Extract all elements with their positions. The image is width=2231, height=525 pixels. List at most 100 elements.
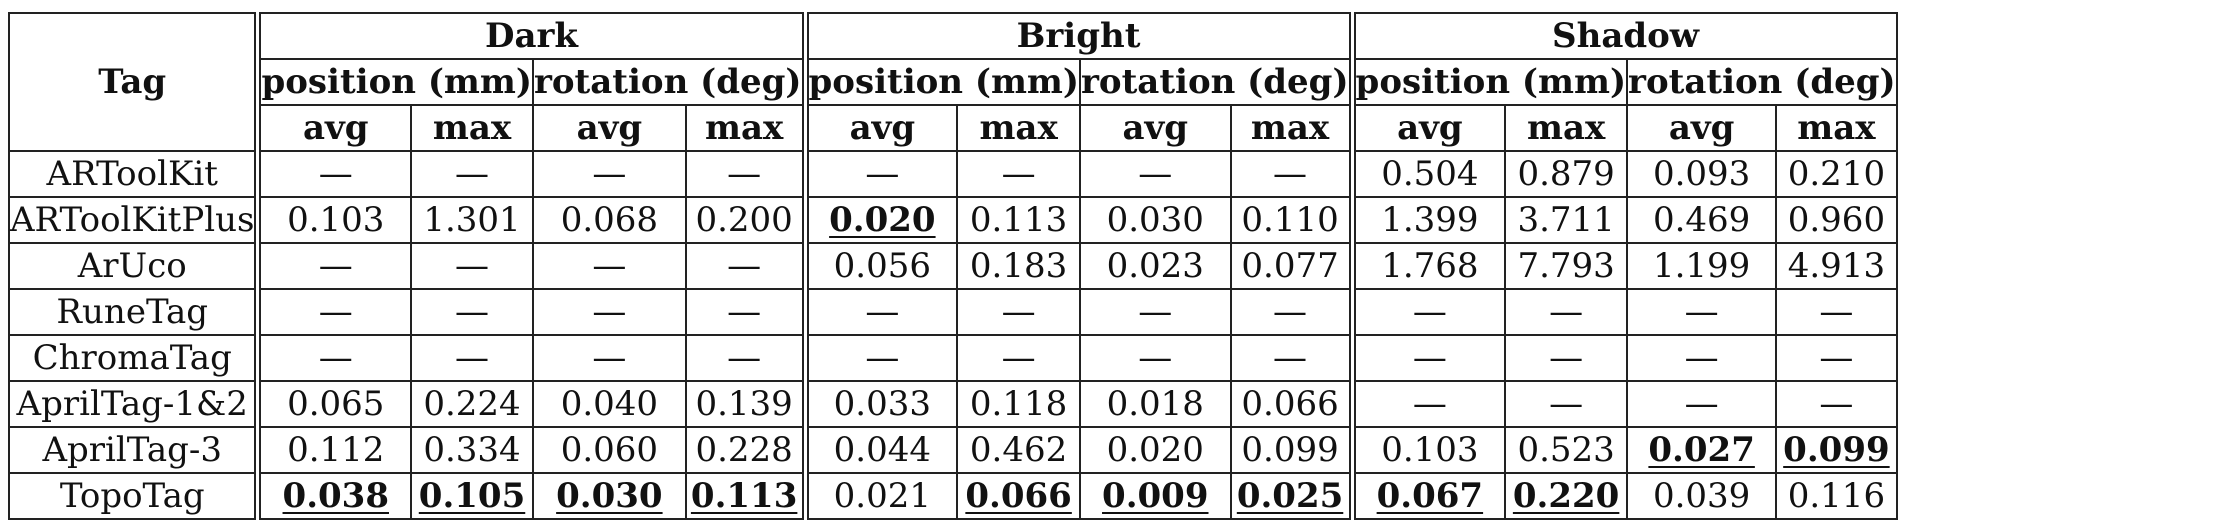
- table-cell: —: [684, 242, 809, 290]
- table-cell: 0.105: [410, 472, 534, 520]
- table-cell: 1.301: [410, 196, 534, 244]
- table-cell: —: [1775, 380, 1898, 428]
- table-cell: 0.220: [1504, 472, 1629, 520]
- table-cell: —: [531, 334, 687, 382]
- header-row-stats: avg max avg max avg max avg max avg max …: [9, 104, 1898, 152]
- table-cell: —: [256, 288, 413, 336]
- header-row-subgroups: position (mm) rotation (deg) position (m…: [9, 58, 1898, 106]
- table-cell: 0.066: [956, 472, 1081, 520]
- stat-header-avg: avg: [1626, 104, 1778, 152]
- table-cell: —: [684, 150, 809, 198]
- tag-header: Tag: [8, 12, 262, 152]
- table-cell: —: [1351, 288, 1507, 336]
- table-cell: 7.793: [1504, 242, 1629, 290]
- table-cell: —: [1504, 288, 1629, 336]
- table-cell: —: [1775, 334, 1898, 382]
- table-cell: 0.030: [531, 472, 687, 520]
- results-table-container: Tag Dark Bright Shadow position (mm) rot…: [8, 12, 1898, 520]
- table-cell: —: [410, 242, 534, 290]
- table-cell: 0.027: [1626, 426, 1778, 474]
- table-cell: 0.462: [956, 426, 1081, 474]
- group-header-shadow: Shadow: [1351, 12, 1898, 60]
- table-cell: 0.056: [803, 242, 959, 290]
- table-row: ChromaTag — — — — — — — — — — — —: [8, 334, 1898, 382]
- table-cell: —: [1626, 334, 1778, 382]
- table-cell: 0.112: [256, 426, 413, 474]
- table-cell: 1.768: [1351, 242, 1507, 290]
- table-cell: 0.038: [256, 472, 413, 520]
- table-cell: —: [256, 334, 413, 382]
- table-row: ARToolKitPlus 0.103 1.301 0.068 0.200 0.020 0.…: [8, 196, 1898, 244]
- table-cell: —: [956, 288, 1081, 336]
- table-cell: —: [1079, 288, 1232, 336]
- stat-header-max: max: [684, 104, 809, 152]
- subgroup-header-rotation: rotation (deg): [531, 58, 809, 106]
- table-cell: 0.068: [531, 196, 687, 244]
- row-label-tag: TopoTag: [8, 472, 262, 520]
- table-cell: —: [1626, 288, 1778, 336]
- table-cell: —: [410, 334, 534, 382]
- table-cell: 0.504: [1351, 150, 1507, 198]
- table-cell: —: [410, 288, 534, 336]
- table-cell: 1.199: [1626, 242, 1778, 290]
- table-cell: 0.018: [1079, 380, 1232, 428]
- table-cell: 0.228: [684, 426, 809, 474]
- results-table: Tag Dark Bright Shadow position (mm) rot…: [8, 12, 1898, 520]
- table-cell: 0.060: [531, 426, 687, 474]
- row-label-tag: RuneTag: [8, 288, 262, 336]
- table-cell: 0.103: [256, 196, 413, 244]
- subgroup-header-position: position (mm): [1351, 58, 1629, 106]
- table-cell: 0.021: [803, 472, 959, 520]
- table-row: ARToolKit — — — — — — — —0.504 0.879 0.093 0.210: [8, 150, 1898, 198]
- table-cell: —: [256, 242, 413, 290]
- table-cell: 0.139: [684, 380, 809, 428]
- stat-header-max: max: [410, 104, 534, 152]
- table-cell: 0.066: [1229, 380, 1356, 428]
- table-cell: —: [1229, 288, 1356, 336]
- table-cell: —: [956, 334, 1081, 382]
- stat-header-avg: avg: [256, 104, 413, 152]
- table-cell: 0.879: [1504, 150, 1629, 198]
- table-cell: 0.523: [1504, 426, 1629, 474]
- table-cell: 3.711: [1504, 196, 1629, 244]
- subgroup-header-position: position (mm): [256, 58, 534, 106]
- table-row: ArUco — — — —0.056 0.183 0.023 0.077 1.768 7.793 1…: [8, 242, 1898, 290]
- table-row: RuneTag — — — — — — — — — — — —: [8, 288, 1898, 336]
- table-cell: 0.077: [1229, 242, 1356, 290]
- table-cell: 0.044: [803, 426, 959, 474]
- stat-header-avg: avg: [1079, 104, 1232, 152]
- group-header-dark: Dark: [256, 12, 809, 60]
- table-cell: 0.334: [410, 426, 534, 474]
- table-cell: —: [803, 150, 959, 198]
- table-cell: 0.118: [956, 380, 1081, 428]
- stat-header-avg: avg: [803, 104, 959, 152]
- table-cell: 0.040: [531, 380, 687, 428]
- table-cell: 0.093: [1626, 150, 1778, 198]
- results-table-body: ARToolKit — — — — — — — —0.504 0.879 0.093 0.210 ART…: [8, 150, 1898, 520]
- table-cell: 0.023: [1079, 242, 1232, 290]
- table-cell: 1.399: [1351, 196, 1507, 244]
- table-cell: —: [531, 242, 687, 290]
- row-label-tag: ARToolKitPlus: [8, 196, 262, 244]
- table-cell: 0.113: [956, 196, 1081, 244]
- table-cell: —: [410, 150, 534, 198]
- table-cell: —: [256, 150, 413, 198]
- row-label-tag: AprilTag-1&2: [8, 380, 262, 428]
- stat-header-max: max: [956, 104, 1081, 152]
- table-cell: —: [803, 334, 959, 382]
- table-cell: —: [956, 150, 1081, 198]
- table-cell: 0.025: [1229, 472, 1356, 520]
- stat-header-max: max: [1229, 104, 1356, 152]
- table-cell: 0.099: [1775, 426, 1898, 474]
- table-cell: 0.110: [1229, 196, 1356, 244]
- table-cell: —: [1351, 334, 1507, 382]
- table-cell: 0.020: [1079, 426, 1232, 474]
- table-cell: 0.183: [956, 242, 1081, 290]
- table-cell: —: [684, 334, 809, 382]
- table-cell: 0.210: [1775, 150, 1898, 198]
- row-label-tag: ArUco: [8, 242, 262, 290]
- table-cell: —: [531, 150, 687, 198]
- table-cell: 0.116: [1775, 472, 1898, 520]
- table-cell: —: [531, 288, 687, 336]
- table-cell: —: [1351, 380, 1507, 428]
